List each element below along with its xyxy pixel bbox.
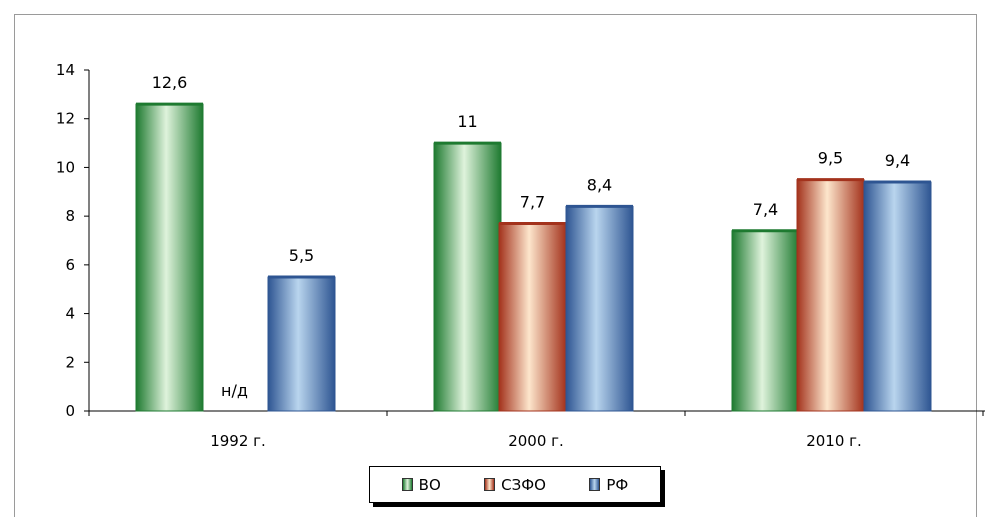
legend: ВО СЗФО РФ (369, 466, 661, 503)
data-label: 9,4 (885, 151, 910, 170)
bar (863, 181, 932, 412)
y-tick-label: 8 (65, 207, 75, 225)
legend-swatch-vo (401, 478, 413, 491)
legend-item-szfo: СЗФО (484, 476, 546, 494)
data-label: 7,4 (753, 200, 778, 219)
legend-item-vo: ВО (401, 475, 441, 494)
y-tick-label: 6 (65, 256, 75, 274)
y-tick-label: 14 (56, 61, 75, 79)
bars (135, 102, 932, 412)
bar (565, 205, 634, 412)
data-label: 12,6 (152, 73, 188, 92)
legend-swatch-szfo (484, 478, 496, 491)
legend-swatch-rf (589, 478, 601, 491)
x-axis: 1992 г. 2000 г. 2010 г. (88, 410, 985, 450)
legend-label-szfo: СЗФО (501, 475, 546, 494)
legend-label-vo: ВО (418, 475, 441, 494)
data-label: 8,4 (587, 175, 612, 194)
y-tick-label: 10 (56, 158, 75, 176)
x-tick-label: 1992 г. (210, 432, 266, 450)
y-axis: 0 2 4 6 8 10 12 14 (56, 61, 90, 420)
bar (135, 103, 204, 412)
y-tick-label: 2 (65, 353, 75, 371)
data-label: 9,5 (818, 149, 843, 168)
y-tick-label: 12 (56, 110, 75, 128)
data-label: н/д (221, 381, 248, 400)
bar (796, 179, 865, 412)
bar (433, 142, 502, 412)
bar (731, 230, 800, 412)
x-tick-label: 2010 г. (806, 432, 862, 450)
bar (498, 222, 567, 412)
y-tick-label: 4 (65, 305, 75, 323)
legend-label-rf: РФ (606, 475, 629, 494)
data-label: 7,7 (520, 192, 545, 211)
data-label: 5,5 (289, 246, 314, 265)
y-tick-label: 0 (65, 402, 75, 420)
legend-item-rf: РФ (589, 476, 628, 494)
data-labels: 12,6 11 7,4 н/д 7,7 9,5 5,5 8,4 9,4 (152, 73, 911, 400)
data-label: 11 (457, 112, 477, 131)
x-tick-label: 2000 г. (508, 432, 564, 450)
bar (267, 276, 336, 412)
